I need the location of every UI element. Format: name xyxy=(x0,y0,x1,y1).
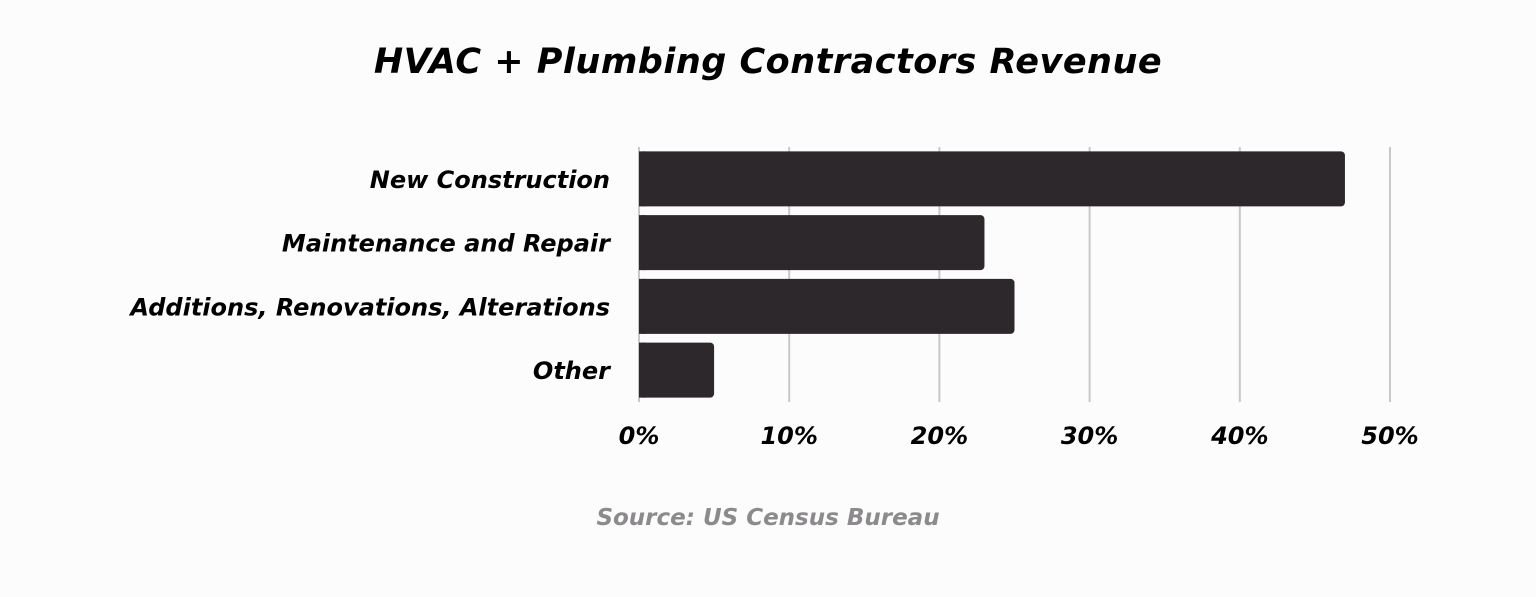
category-label: Other xyxy=(533,357,612,385)
x-tick-label: 20% xyxy=(911,422,968,450)
x-axis-tick-labels: 0% 10% 20% 30% 40% 50% xyxy=(619,422,1419,450)
x-tick-label: 50% xyxy=(1361,422,1418,450)
bar xyxy=(639,342,715,398)
category-label: New Construction xyxy=(370,166,610,194)
category-label: Additions, Renovations, Alterations xyxy=(128,293,610,321)
x-tick-label: 30% xyxy=(1061,422,1118,450)
bar xyxy=(639,278,1015,334)
source-note: Source: US Census Bureau xyxy=(596,505,940,531)
category-label: Maintenance and Repair xyxy=(282,230,612,258)
bar xyxy=(639,151,1345,207)
bar-left-edge xyxy=(639,151,645,207)
bar xyxy=(639,215,985,271)
category-labels: New Construction Maintenance and Repair Ad… xyxy=(128,166,612,385)
bar-left-edge xyxy=(639,278,645,334)
bar-left-edge xyxy=(639,342,645,398)
x-tick-label: 0% xyxy=(619,422,660,450)
x-tick-label: 10% xyxy=(760,422,817,450)
bar-left-edge xyxy=(639,215,645,271)
bars xyxy=(639,151,1345,398)
chart-title: HVAC + Plumbing Contractors Revenue xyxy=(373,42,1163,82)
x-tick-label: 40% xyxy=(1210,422,1268,450)
